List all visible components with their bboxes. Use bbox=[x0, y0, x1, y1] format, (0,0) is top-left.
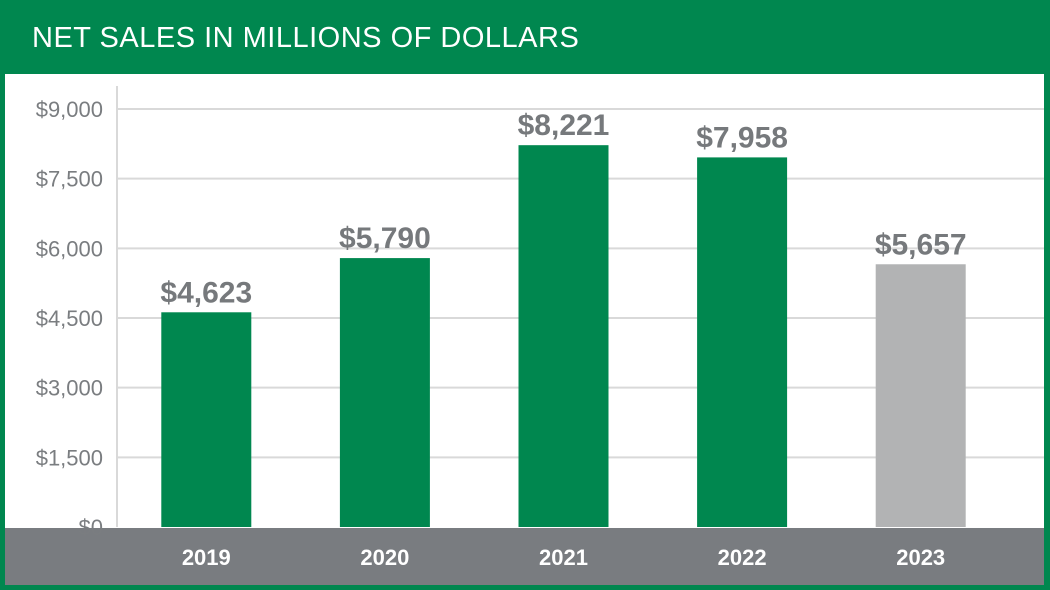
bar bbox=[697, 157, 788, 527]
y-tick-label: $0 bbox=[79, 515, 103, 540]
x-axis-band bbox=[5, 528, 1044, 585]
bar bbox=[339, 258, 430, 527]
chart-title: NET SALES IN MILLIONS OF DOLLARS bbox=[32, 22, 580, 54]
x-tick-label: 2020 bbox=[360, 545, 409, 570]
y-tick-label: $4,500 bbox=[36, 306, 103, 331]
data-label: $4,623 bbox=[160, 276, 252, 309]
y-tick-label: $3,000 bbox=[36, 376, 103, 401]
bar bbox=[518, 145, 609, 527]
y-tick-label: $6,000 bbox=[36, 236, 103, 261]
x-tick-label: 2021 bbox=[539, 545, 588, 570]
y-tick-label: $1,500 bbox=[36, 445, 103, 470]
y-tick-label: $7,500 bbox=[36, 167, 103, 192]
bar bbox=[161, 312, 252, 527]
data-label: $7,958 bbox=[696, 121, 788, 154]
data-label: $5,790 bbox=[339, 222, 431, 255]
data-label: $8,221 bbox=[518, 109, 610, 142]
data-label: $5,657 bbox=[875, 228, 967, 261]
x-tick-label: 2022 bbox=[718, 545, 767, 570]
y-tick-label: $9,000 bbox=[36, 97, 103, 122]
bar bbox=[875, 264, 966, 527]
x-tick-label: 2019 bbox=[182, 545, 231, 570]
x-tick-label: 2023 bbox=[896, 545, 945, 570]
